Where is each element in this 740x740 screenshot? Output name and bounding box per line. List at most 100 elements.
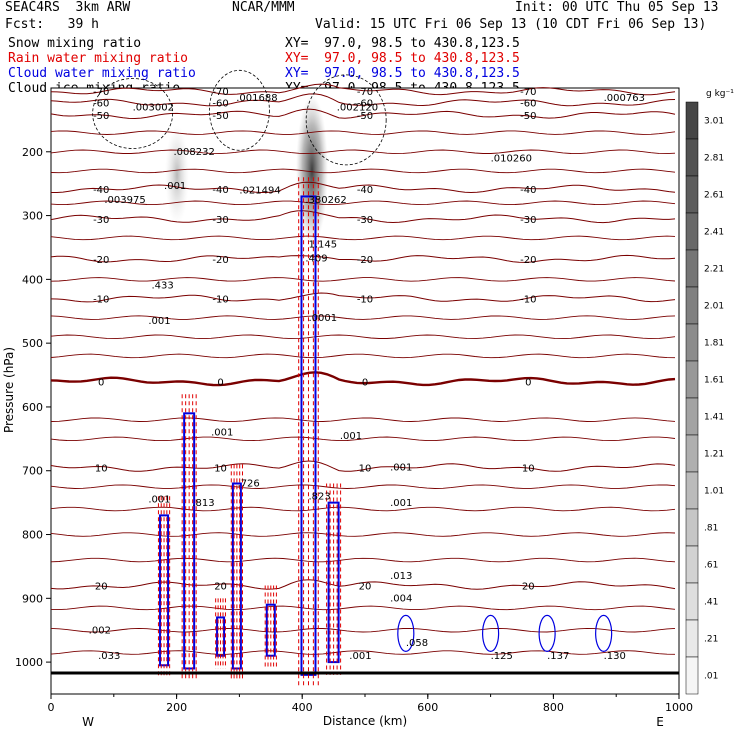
isotherm-line — [50, 210, 676, 224]
isotherm-label: -60 — [93, 99, 109, 110]
isotherm-line — [50, 334, 676, 340]
colorbar-swatch — [685, 323, 699, 362]
isotherm-label: 20 — [95, 582, 108, 593]
max-value-label: .003975 — [104, 195, 145, 206]
max-value-label: .002120 — [337, 102, 378, 113]
colorbar-swatch — [685, 656, 699, 695]
max-value-label: 1.145 — [308, 239, 337, 250]
max-value-label: .001 — [390, 463, 412, 474]
isotherm-label: -30 — [520, 215, 536, 226]
y-tick-label: 500 — [22, 337, 43, 350]
x-tick-label: 200 — [166, 701, 187, 714]
isotherm-line — [50, 460, 676, 472]
colorbar-label: 1.61 — [704, 376, 724, 386]
colorbar-label: .41 — [704, 598, 718, 608]
max-value-label: .001 — [148, 316, 170, 327]
isotherm-label: -70 — [357, 87, 373, 98]
max-value-label: .130 — [604, 651, 626, 662]
isotherm-line — [51, 181, 676, 194]
colorbar-label: 3.01 — [704, 117, 724, 127]
isotherm-line — [50, 149, 676, 155]
y-tick-label: 200 — [22, 146, 43, 159]
isotherm-label: -40 — [93, 185, 109, 196]
legend-snow-xy: XY= 97.0, 98.5 to 430.8,123.5 — [285, 36, 520, 51]
isotherm-line — [50, 93, 676, 107]
isotherm-label: -20 — [212, 255, 228, 266]
colorbar-label: .61 — [704, 561, 718, 571]
max-value-label: .021494 — [239, 185, 280, 196]
colorbar-swatch — [685, 249, 699, 288]
org-label: NCAR/MMM — [232, 0, 295, 15]
isotherm-label: -70 — [93, 87, 109, 98]
max-value-label: .000763 — [604, 93, 645, 104]
x-tick-label: 0 — [48, 701, 55, 714]
convective-cells — [92, 69, 613, 688]
max-value-label: .033 — [98, 651, 120, 662]
legend-rain-name: Rain water mixing ratio — [8, 51, 189, 66]
colorbar-swatch — [685, 434, 699, 473]
isotherm-lines: -70 -70 -70 -70-60 -60 -60 -60-50 -50 -50 -50-40-… — [50, 83, 676, 655]
plot-frame — [50, 87, 680, 695]
colorbar-label: 1.21 — [704, 450, 724, 460]
colorbar-label: 2.81 — [704, 154, 724, 164]
cloud-water-contour — [538, 614, 556, 653]
isotherm-label: -70 — [212, 87, 228, 98]
cloud-water-contour — [595, 614, 613, 653]
ice-contour — [92, 78, 174, 149]
axes: 0 200 400 600 800 100020030040050060070080090… — [15, 146, 693, 714]
isotherm-label: 0 — [217, 377, 223, 388]
max-value-label: .001 — [390, 498, 412, 509]
isotherm-label: -30 — [357, 215, 373, 226]
isotherm-label: -50 — [357, 111, 373, 122]
valid-time: Valid: 15 UTC Fri 06 Sep 13 (10 CDT Fri … — [315, 17, 707, 32]
legend-cloud-water-xy: XY= 97.0, 98.5 to 430.8,123.5 — [285, 66, 520, 81]
isotherm-label: 0 — [98, 377, 104, 388]
colorbar-label: 1.41 — [704, 413, 724, 423]
colorbar-swatch — [685, 175, 699, 214]
max-value-label: .008232 — [173, 147, 214, 158]
colorbar-swatch — [685, 212, 699, 251]
legend-cloud-water-name: Cloud water mixing ratio — [8, 66, 196, 81]
max-value-label: .001688 — [236, 93, 277, 104]
y-tick-label: 700 — [22, 465, 43, 478]
isotherm-label: 0 — [525, 377, 531, 388]
isotherm-line — [50, 532, 676, 537]
isotherm-label: -10 — [93, 295, 109, 306]
isotherm-label: -60 — [212, 99, 228, 110]
isotherm-label: -20 — [93, 255, 109, 266]
cloud-water-contour — [397, 614, 415, 653]
isotherm-line — [50, 484, 676, 489]
east-label: E — [656, 715, 664, 729]
max-value-label: .003002 — [133, 102, 174, 113]
isotherm-line — [50, 108, 676, 120]
max-value-label: .001 — [148, 495, 170, 506]
max-value-label: .002 — [89, 625, 111, 636]
max-value-label: .409 — [305, 254, 327, 265]
isotherm-line — [50, 235, 676, 241]
max-value-label: .0001 — [308, 313, 337, 324]
init-time: Init: 00 UTC Thu 05 Sep 13 — [515, 0, 719, 15]
colorbar-swatch — [685, 360, 699, 399]
isotherm-label: -20 — [520, 255, 536, 266]
max-value-label: .380262 — [305, 195, 346, 206]
colorbar-swatch — [685, 471, 699, 510]
colorbar-swatch — [685, 545, 699, 584]
isotherm-label: -50 — [520, 111, 536, 122]
isotherm-label: -50 — [93, 111, 109, 122]
west-label: W — [82, 715, 94, 729]
max-value-label: .010260 — [491, 153, 532, 164]
max-labels: .003002 .001688 .002120 .000763 .008232 .0214… — [89, 93, 645, 662]
isotherm-label: 20 — [214, 582, 227, 593]
colorbar-label: 2.21 — [704, 265, 724, 275]
x-tick-label: 1000 — [665, 701, 693, 714]
legend-rain-xy: XY= 97.0, 98.5 to 430.8,123.5 — [285, 51, 520, 66]
isotherm-line — [50, 417, 676, 422]
y-tick-label: 800 — [22, 529, 43, 542]
max-value-label: .125 — [491, 651, 513, 662]
y-tick-label: 400 — [22, 273, 43, 286]
x-tick-label: 600 — [417, 701, 438, 714]
ice-plume-left — [165, 125, 189, 225]
isotherm-line — [50, 315, 676, 320]
max-value-label: .823 — [308, 491, 330, 502]
y-tick-label: 1000 — [15, 656, 43, 669]
